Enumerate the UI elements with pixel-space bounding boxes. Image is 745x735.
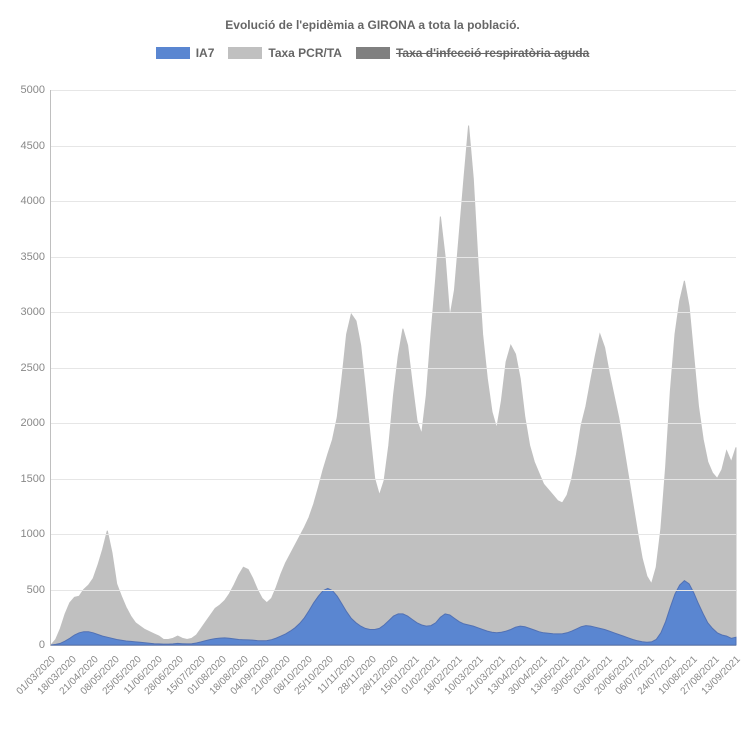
gridline: [51, 90, 736, 91]
y-tick-label: 5000: [21, 84, 51, 96]
gridline: [51, 479, 736, 480]
chart-title: Evolució de l'epidèmia a GIRONA a tota l…: [0, 0, 745, 32]
y-tick-label: 2000: [21, 417, 51, 429]
legend-item-pcr[interactable]: Taxa PCR/TA: [228, 46, 342, 60]
gridline: [51, 257, 736, 258]
y-tick-label: 1000: [21, 528, 51, 540]
gridline: [51, 534, 736, 535]
y-tick-label: 1500: [21, 473, 51, 485]
legend-label-pcr: Taxa PCR/TA: [268, 46, 342, 60]
legend-swatch-ira: [356, 47, 390, 59]
y-tick-label: 2500: [21, 362, 51, 374]
gridline: [51, 590, 736, 591]
y-tick-label: 4000: [21, 195, 51, 207]
gridline: [51, 201, 736, 202]
y-tick-label: 500: [27, 584, 51, 596]
gridline: [51, 312, 736, 313]
y-tick-label: 3000: [21, 306, 51, 318]
y-tick-label: 4500: [21, 140, 51, 152]
legend-label-ira: Taxa d'infecció respiratòria aguda: [396, 46, 589, 60]
gridline: [51, 423, 736, 424]
gridline: [51, 146, 736, 147]
plot-area: 0500100015002000250030003500400045005000: [50, 90, 736, 646]
legend: IA7 Taxa PCR/TA Taxa d'infecció respirat…: [0, 46, 745, 60]
legend-swatch-pcr: [228, 47, 262, 59]
series-area: [51, 126, 736, 646]
chart-container: Evolució de l'epidèmia a GIRONA a tota l…: [0, 0, 745, 735]
legend-label-ia7: IA7: [196, 46, 215, 60]
y-tick-label: 3500: [21, 251, 51, 263]
legend-item-ia7[interactable]: IA7: [156, 46, 215, 60]
gridline: [51, 368, 736, 369]
x-axis-labels: 01/03/202018/03/202021/04/202008/05/2020…: [50, 650, 735, 730]
legend-swatch-ia7: [156, 47, 190, 59]
legend-item-ira[interactable]: Taxa d'infecció respiratòria aguda: [356, 46, 589, 60]
